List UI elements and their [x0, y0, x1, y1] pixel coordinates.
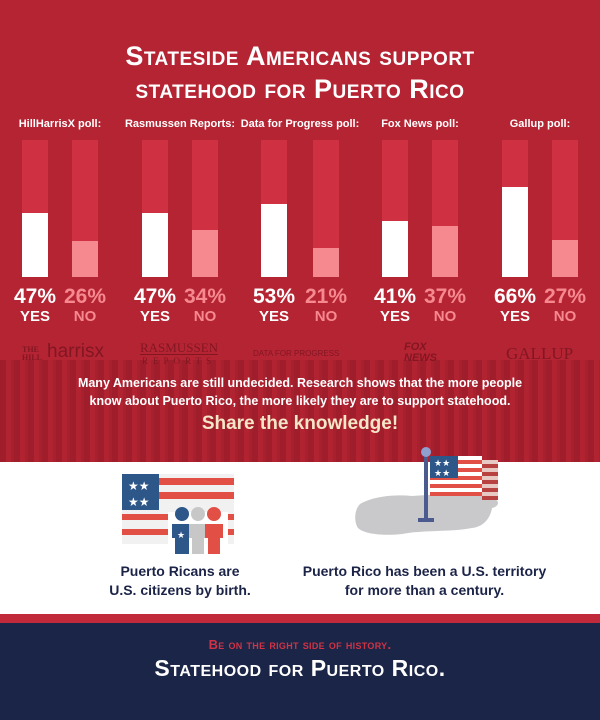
- no-percent: 37%: [423, 285, 467, 308]
- yes-bar: [142, 212, 168, 277]
- no-label: NO: [73, 308, 97, 325]
- the-hill-logo: THE HILL: [22, 346, 42, 362]
- yes-label: YES: [258, 308, 289, 325]
- svg-text:★: ★: [177, 531, 185, 541]
- share-callout: Share the knowledge!: [201, 413, 399, 434]
- footer-banner: Be on the right side of history. Stateho…: [0, 623, 600, 720]
- yes-percent: 66%: [493, 285, 537, 308]
- yes-percent: 47%: [13, 285, 57, 308]
- fact-line-1: Puerto Ricans are: [120, 563, 240, 579]
- hill-bottom-text: HILL: [22, 353, 43, 362]
- yes-bar: [261, 204, 287, 277]
- no-label: NO: [314, 308, 338, 325]
- poll-label: HillHarrisX poll:: [18, 118, 102, 130]
- yes-percent: 41%: [373, 285, 417, 308]
- fact-line-2: for more than a century.: [344, 582, 505, 598]
- fox-news-logo: FOX NEWS: [404, 342, 437, 364]
- poll-label: Gallup poll:: [509, 118, 571, 130]
- no-bar-track: [192, 140, 218, 277]
- yes-bar-track: [382, 140, 408, 277]
- facts-section: ★★ ★★ ★ ★★ ★★ Puerto Ricans are U.S. cit: [0, 447, 600, 614]
- yes-bar-track: [502, 140, 528, 277]
- poll-label: Rasmussen Reports:: [124, 118, 236, 130]
- no-percent: 27%: [543, 285, 587, 308]
- rasmussen-bottom-text: REPORTS: [142, 356, 216, 366]
- yes-bar: [502, 186, 528, 277]
- fox-bottom-text: NEWS: [404, 352, 437, 364]
- rasmussen-logo: RASMUSSEN REPORTS: [140, 340, 219, 367]
- yes-label: YES: [379, 308, 410, 325]
- no-label: NO: [553, 308, 577, 325]
- harrisx-logo: harrisx: [47, 341, 105, 362]
- flag-people-icon: ★★ ★★ ★: [122, 474, 234, 554]
- undecided-note: Many Americans are still undecided. Rese…: [0, 374, 600, 410]
- no-percent: 26%: [63, 285, 107, 308]
- gallup-logo: GALLUP: [506, 344, 574, 363]
- no-bar-track: [552, 140, 578, 277]
- no-bar-track: [72, 140, 98, 277]
- footer-headline: Statehood for Puerto Rico.: [154, 655, 446, 681]
- yes-percent: 53%: [252, 285, 296, 308]
- poll-section: Stateside Americans support statehood fo…: [0, 0, 600, 462]
- no-bar: [552, 240, 578, 277]
- footer-tagline: Be on the right side of history.: [208, 637, 392, 652]
- yes-bar: [382, 220, 408, 277]
- svg-text:★★: ★★: [128, 479, 150, 493]
- no-label: NO: [433, 308, 457, 325]
- yes-percent: 47%: [133, 285, 177, 308]
- no-bar: [192, 230, 218, 277]
- flag-island-icon: ★★ ★★: [355, 447, 498, 535]
- yes-label: YES: [139, 308, 170, 325]
- no-bar: [432, 226, 458, 277]
- title-line-2: statehood for Puerto Rico: [135, 74, 465, 104]
- poll-label: Data for Progress poll:: [240, 118, 360, 130]
- yes-bar-track: [261, 140, 287, 277]
- no-label: NO: [193, 308, 217, 325]
- fact-line-2: U.S. citizens by birth.: [109, 582, 251, 598]
- hill-top-text: THE: [22, 345, 39, 354]
- yes-bar-track: [22, 140, 48, 277]
- no-bar: [313, 248, 339, 277]
- data-for-progress-logo: DATA FOR PROGRESS: [253, 349, 340, 358]
- no-bar-track: [313, 140, 339, 277]
- note-line-1: Many Americans are still undecided. Rese…: [77, 376, 523, 390]
- fact-citizenship: Puerto Ricans are U.S. citizens by birth…: [95, 562, 265, 600]
- rasmussen-top-text: RASMUSSEN: [140, 340, 219, 355]
- no-bar: [72, 241, 98, 277]
- svg-text:★★: ★★: [128, 495, 150, 509]
- title-line-1: Stateside Americans support: [125, 41, 475, 71]
- note-line-2: know about Puerto Rico, the more likely …: [89, 394, 511, 408]
- yes-bar: [22, 212, 48, 277]
- yes-label: YES: [19, 308, 50, 325]
- fox-top-text: FOX: [404, 341, 427, 353]
- yes-bar-track: [142, 140, 168, 277]
- svg-text:★★: ★★: [434, 459, 450, 469]
- poll-label: Fox News poll:: [381, 118, 459, 130]
- fact-territory: Puerto Rico has been a U.S. territory fo…: [282, 562, 567, 600]
- fact-line-1: Puerto Rico has been a U.S. territory: [302, 563, 547, 579]
- divider-stripe: [0, 614, 600, 623]
- svg-text:★★: ★★: [434, 469, 450, 479]
- no-bar-track: [432, 140, 458, 277]
- no-percent: 21%: [304, 285, 348, 308]
- crowd-silhouette-background: [0, 360, 600, 462]
- no-percent: 34%: [183, 285, 227, 308]
- pollster-logos: THE HILL harrisx RASMUSSEN REPORTS DATA …: [0, 340, 600, 370]
- yes-label: YES: [499, 308, 530, 325]
- page-title: Stateside Americans support statehood fo…: [0, 40, 600, 106]
